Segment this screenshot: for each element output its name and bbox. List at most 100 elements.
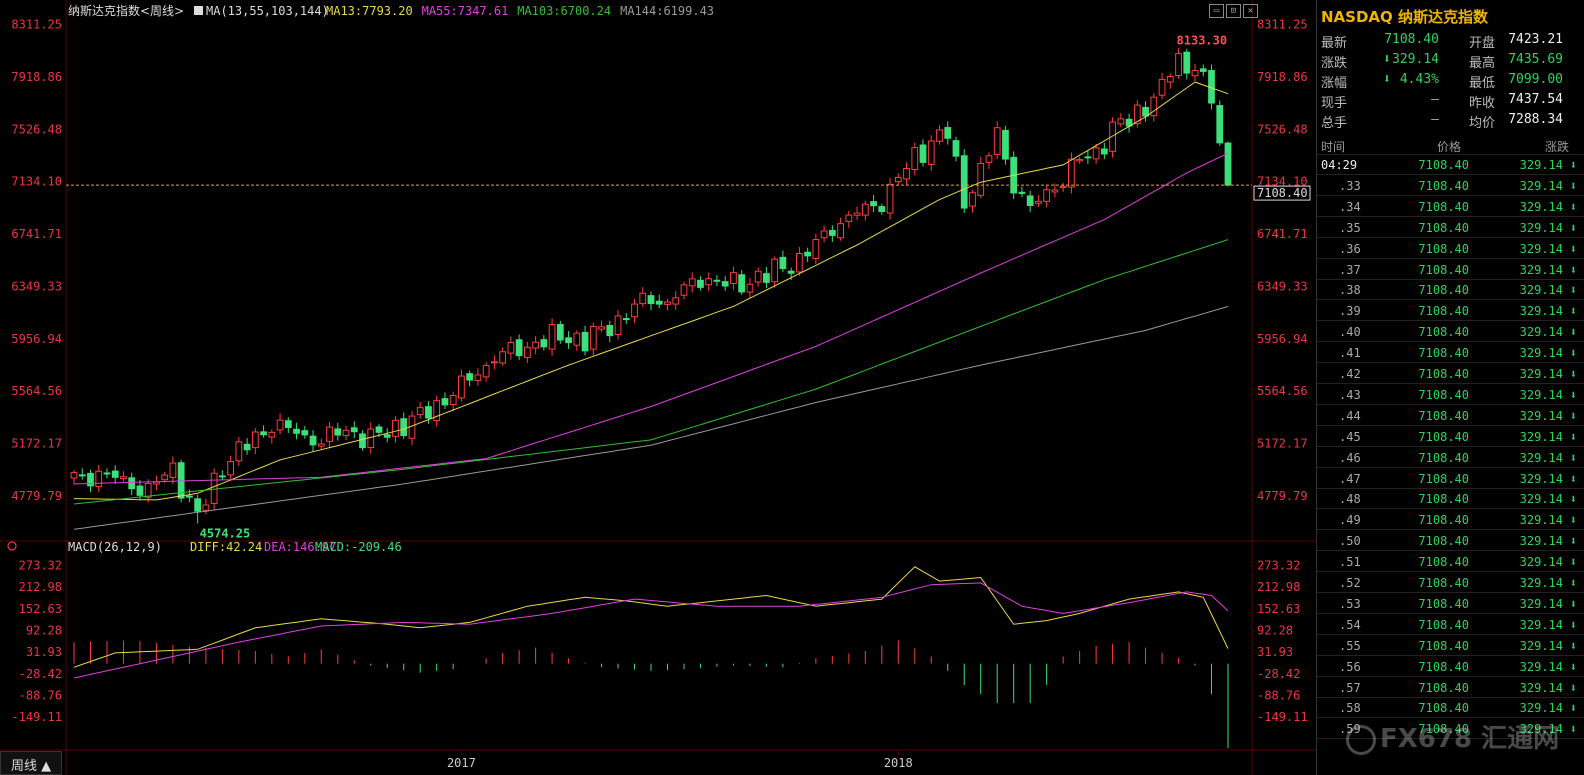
candle-body (779, 256, 787, 270)
tick-price: 7108.40 (1418, 701, 1469, 716)
tick-change: 329.14 (1519, 555, 1563, 570)
tick-price: 7108.40 (1418, 241, 1469, 256)
tick-row[interactable]: .48 7108.40 329.14 ⬇ (1317, 488, 1584, 510)
tick-time: .49 (1339, 513, 1361, 528)
quote-label: 均价 (1469, 116, 1496, 131)
tick-price: 7108.40 (1418, 534, 1469, 549)
tick-time: .46 (1339, 450, 1361, 465)
candle-body (523, 346, 531, 358)
tick-price: 7108.40 (1418, 367, 1469, 381)
down-arrow-icon: ⬇ (1569, 638, 1577, 653)
tick-row[interactable]: .54 7108.40 329.14 ⬇ (1317, 614, 1584, 635)
macd-y-tick-left: 212.98 (19, 580, 62, 594)
candle-body (705, 278, 713, 286)
candle-body (153, 481, 160, 485)
quote-row: 现手 — 昨收 7437.54 (1317, 90, 1584, 111)
chart-svg[interactable]: 8311.25 8311.25 7918.86 7918.86 7526.48 7526.… (0, 0, 1316, 775)
candle-body (400, 418, 408, 437)
tick-change: 329.14 (1519, 387, 1563, 402)
quote-row: 总手 — 均价 7288.34 (1317, 110, 1584, 131)
quote-value: — (1431, 92, 1439, 107)
down-arrow-icon: ⬇ (1569, 471, 1577, 486)
tick-change: 329.14 (1519, 534, 1563, 549)
tick-row[interactable]: .52 7108.40 329.14 ⬇ (1317, 572, 1584, 593)
y-tick-right: 8311.25 (1257, 18, 1308, 32)
tick-row[interactable]: .47 7108.40 329.14 ⬇ (1317, 468, 1584, 489)
candle-body (161, 474, 169, 481)
tick-row[interactable]: .38 7108.40 329.14 ⬇ (1317, 279, 1584, 301)
candle-body (828, 229, 836, 236)
ticks-header-time: 时间 (1321, 140, 1346, 154)
macd-line-diff (73, 566, 1229, 668)
candle-body (1100, 148, 1108, 155)
down-arrow-icon: ⬇ (1569, 262, 1577, 277)
y-tick-left: 5956.94 (11, 332, 62, 346)
macd-settings-icon (7, 541, 17, 551)
period-tab[interactable]: 周线 ▲ (0, 751, 62, 775)
candle-body (1175, 53, 1182, 77)
macd-y-tick-right: 92.28 (1257, 624, 1293, 638)
tick-row[interactable]: .35 7108.40 329.14 ⬇ (1317, 217, 1584, 238)
candle-body (614, 315, 622, 336)
tick-price: 7108.40 (1418, 492, 1469, 507)
tick-change: 329.14 (1519, 429, 1563, 444)
tick-row[interactable]: .57 7108.40 329.14 ⬇ (1317, 677, 1584, 698)
tick-row[interactable]: .44 7108.40 329.14 ⬇ (1317, 405, 1584, 426)
maximize-button[interactable]: ⊡ (1226, 4, 1241, 18)
candle-body (268, 431, 276, 438)
tick-row[interactable]: .58 7108.40 329.14 ⬇ (1317, 697, 1584, 719)
tick-time: .38 (1339, 283, 1361, 298)
ma-line-ma55 (73, 152, 1229, 485)
tick-row[interactable]: .39 7108.40 329.14 ⬇ (1317, 300, 1584, 322)
candle-body (581, 331, 589, 352)
tick-row[interactable]: .37 7108.40 329.14 ⬇ (1317, 259, 1584, 280)
tick-row[interactable]: .34 7108.40 329.14 ⬇ (1317, 196, 1584, 217)
candle-body (903, 168, 910, 180)
candle-body (350, 427, 358, 433)
x-tick-label: 2018 (884, 756, 913, 770)
candle-body (482, 365, 490, 378)
tick-row[interactable]: .42 7108.40 329.14 ⬇ (1317, 363, 1584, 384)
down-arrow-icon: ⬇ (1569, 492, 1577, 507)
candle-body (919, 144, 927, 163)
y-tick-right: 6349.33 (1257, 279, 1308, 293)
tick-row[interactable]: .46 7108.40 329.14 ⬇ (1317, 447, 1584, 468)
tick-price: 7108.40 (1418, 325, 1469, 340)
tick-time: .33 (1339, 178, 1361, 193)
candle-body (284, 420, 292, 428)
macd-y-tick-left: 273.32 (19, 559, 62, 573)
tick-row[interactable]: .36 7108.40 329.14 ⬇ (1317, 238, 1584, 259)
tick-time: .55 (1339, 638, 1361, 653)
candle-body (491, 361, 498, 364)
ma-legend-ma103: MA103:6700.24 (517, 4, 611, 18)
tick-row[interactable]: 04:29 7108.40 329.14 ⬇ (1317, 154, 1584, 175)
tick-row[interactable]: .59 7108.40 329.14 ⬇ (1317, 718, 1584, 740)
down-arrow-icon: ⬇ (1569, 617, 1577, 632)
tick-row[interactable]: .43 7108.40 329.14 ⬇ (1317, 384, 1584, 405)
candle-body (317, 443, 325, 447)
close-button[interactable]: ✕ (1243, 4, 1258, 18)
candle-body (540, 339, 548, 348)
tick-row[interactable]: .33 7108.40 329.14 ⬇ (1317, 175, 1584, 196)
chart-area[interactable]: 8311.25 8311.25 7918.86 7918.86 7526.48 7526.… (0, 0, 1316, 775)
tick-row[interactable]: .55 7108.40 329.14 ⬇ (1317, 635, 1584, 656)
tick-row[interactable]: .45 7108.40 329.14 ⬇ (1317, 426, 1584, 447)
candle-body (416, 407, 424, 416)
restore-button[interactable]: ▭ (1209, 4, 1224, 18)
tick-row[interactable]: .49 7108.40 329.14 ⬇ (1317, 509, 1584, 531)
tick-row[interactable]: .56 7108.40 329.14 ⬇ (1317, 656, 1584, 677)
candle-body (177, 462, 185, 499)
tick-change: 329.14 (1519, 722, 1563, 737)
candle-body (738, 274, 746, 293)
quote-value: — (1431, 112, 1439, 127)
tick-row[interactable]: .51 7108.40 329.14 ⬇ (1317, 551, 1584, 573)
tick-row[interactable]: .40 7108.40 329.14 ⬇ (1317, 321, 1584, 343)
tick-price: 7108.40 (1418, 722, 1469, 737)
candle-body (1117, 118, 1125, 125)
tick-price: 7108.40 (1418, 387, 1469, 402)
tick-change: 329.14 (1519, 701, 1563, 716)
tick-row[interactable]: .41 7108.40 329.14 ⬇ (1317, 342, 1584, 364)
tick-row[interactable]: .53 7108.40 329.14 ⬇ (1317, 593, 1584, 614)
down-arrow-icon: ⬇ (1569, 387, 1577, 402)
tick-row[interactable]: .50 7108.40 329.14 ⬇ (1317, 530, 1584, 552)
